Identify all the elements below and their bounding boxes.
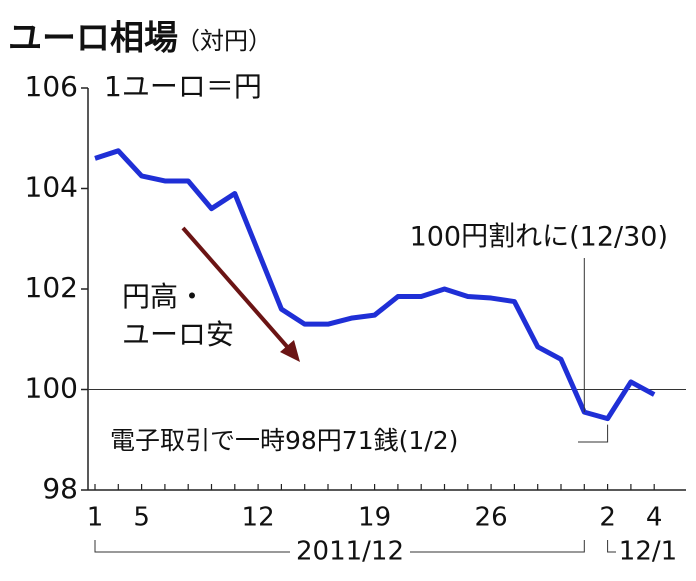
x-tick-label: 5 (133, 503, 150, 533)
trend-arrowhead (280, 340, 300, 362)
period-bracket (607, 540, 616, 553)
unit-label: 1ユーロ＝円 (104, 70, 262, 103)
x-tick-label: 4 (646, 503, 663, 533)
period-label: 12/1 (619, 537, 677, 567)
trend-label: ユーロ安 (122, 318, 234, 351)
annotation: 電子取引で一時98円71銭(1/2) (110, 426, 458, 455)
annotation-leader (578, 424, 609, 443)
x-tick-label: 12 (242, 503, 275, 533)
y-tick-label: 104 (25, 171, 78, 204)
x-tick-label: 26 (475, 503, 508, 533)
chart-subtitle: （対円） (176, 27, 272, 55)
y-tick-label: 100 (25, 372, 78, 405)
period-bracket (410, 540, 585, 553)
annotation: 100円割れに(12/30) (410, 222, 668, 253)
trend-arrow (181, 226, 292, 352)
trend-label: 円高・ (122, 280, 206, 313)
y-tick-label: 102 (25, 271, 78, 304)
chart-title: ユーロ相場 (8, 19, 178, 59)
period-label: 2011/12 (296, 537, 404, 567)
x-tick-label: 19 (358, 503, 391, 533)
x-tick-label: 1 (87, 503, 104, 533)
y-tick-label: 98 (42, 472, 78, 505)
period-bracket (94, 540, 290, 553)
x-tick-label: 2 (599, 503, 616, 533)
data-line (94, 148, 656, 422)
y-tick-label: 106 (25, 70, 78, 103)
